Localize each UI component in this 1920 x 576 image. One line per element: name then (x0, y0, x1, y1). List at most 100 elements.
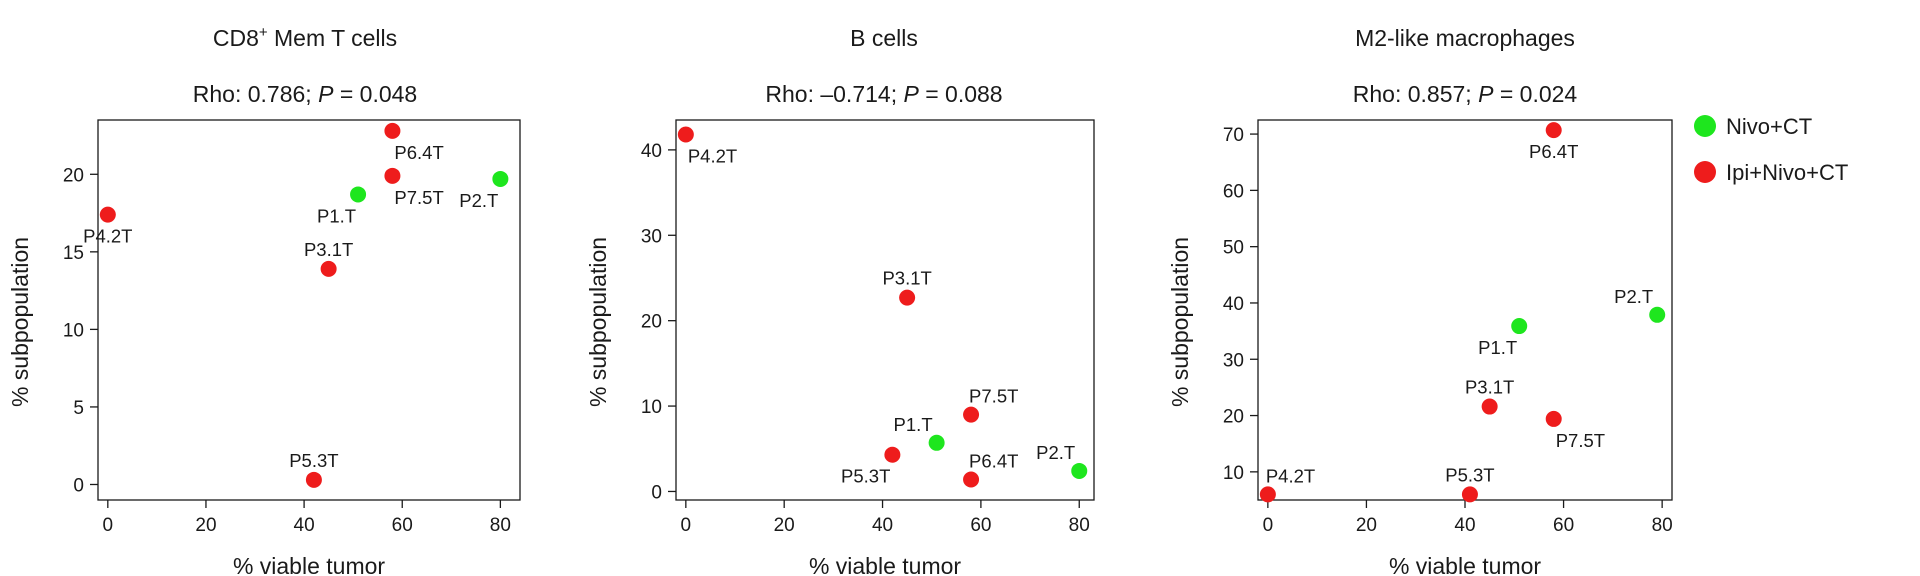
subtitle-rho: Rho: 0.857; (1353, 81, 1478, 107)
point-label: P7.5T (1556, 430, 1605, 451)
y-tick-label: 5 (73, 398, 84, 419)
data-point-p5-3t (305, 471, 322, 488)
subtitle-p-symbol: P (318, 81, 334, 107)
y-axis-label: % subpopulation (585, 237, 611, 407)
y-tick-label: 15 (63, 243, 84, 264)
chart-title-rest: Mem T cells (268, 25, 398, 51)
y-tick-label: 20 (1223, 407, 1244, 428)
point-label: P4.2T (83, 226, 132, 247)
point-label: P2.T (1614, 286, 1653, 307)
data-point-p7-5t (1545, 410, 1562, 427)
data-point-p2-t (1649, 306, 1666, 323)
point-label: P4.2T (1266, 465, 1315, 486)
chart-title-superscript: + (259, 24, 268, 41)
x-tick-label: 60 (1553, 515, 1574, 536)
legend-marker-2 (1694, 161, 1716, 183)
y-tick-label: 50 (1223, 238, 1244, 259)
x-tick-label: 80 (1069, 515, 1090, 536)
data-point-p2-t (1071, 462, 1088, 479)
x-axis-label: % viable tumor (1389, 553, 1541, 576)
data-point-p6-4t (384, 122, 401, 139)
subtitle-p-symbol: P (903, 81, 919, 107)
legend-label-1: Nivo+CT (1726, 114, 1812, 139)
point-label: P7.5T (969, 386, 1018, 407)
data-point-p1-t (928, 434, 945, 451)
x-tick-label: 60 (970, 515, 991, 536)
y-tick-label: 10 (1223, 463, 1244, 484)
plot-frame (97, 119, 521, 501)
data-point-p3-1t (1481, 398, 1498, 415)
chart-title-main: CD8 (213, 25, 259, 51)
subtitle-rho: Rho: 0.786; (193, 81, 318, 107)
point-label: P3.1T (304, 239, 353, 260)
chart-panel-1: CD8+ Mem T cells Rho: 0.786; P = 0.048 0 20… (7, 24, 521, 576)
point-label: P6.4T (1529, 141, 1578, 162)
y-tick-label: 20 (63, 165, 84, 186)
chart-title-main: B cells (850, 25, 918, 51)
subtitle-rho: Rho: –0.714; (765, 81, 903, 107)
legend-label-2: Ipi+Nivo+CT (1726, 160, 1848, 185)
data-point-p4-2t (99, 206, 116, 223)
chart-subtitle: Rho: 0.786; P = 0.048 (193, 81, 417, 107)
y-tick-label: 10 (641, 397, 662, 418)
legend-marker-1 (1694, 115, 1716, 137)
plot-frame (675, 119, 1095, 501)
data-point-p5-3t (884, 446, 901, 463)
legend: Nivo+CT Ipi+Nivo+CT (1694, 114, 1848, 185)
y-axis-label: % subpopulation (7, 237, 33, 407)
chart-title-main: M2-like macrophages (1355, 25, 1575, 51)
chart-panel-3: M2-like macrophages Rho: 0.857; P = 0.024… (1167, 25, 1673, 576)
y-tick-label: 70 (1223, 125, 1244, 146)
y-tick-label: 40 (641, 141, 662, 162)
x-axis-label: % viable tumor (809, 553, 961, 576)
x-tick-label: 80 (490, 515, 511, 536)
x-tick-label: 0 (103, 515, 114, 536)
point-label: P1.T (894, 414, 933, 435)
subtitle-p-value: = 0.048 (333, 81, 417, 107)
y-tick-label: 0 (73, 475, 84, 496)
chart-panel-2: B cells Rho: –0.714; P = 0.088 0 20 40 60 80 0 1… (585, 25, 1095, 576)
data-point-p3-1t (899, 289, 916, 306)
point-label: P5.3T (289, 450, 338, 471)
y-tick-label: 60 (1223, 181, 1244, 202)
chart-subtitle: Rho: 0.857; P = 0.024 (1353, 81, 1578, 107)
point-label: P2.T (1036, 442, 1075, 463)
data-point-p2-t (492, 170, 509, 187)
point-label: P3.1T (882, 268, 931, 289)
point-label: P2.T (459, 190, 498, 211)
y-tick-label: 10 (63, 320, 84, 341)
x-tick-label: 60 (392, 515, 413, 536)
data-point-p1-t (1511, 318, 1528, 335)
data-point-p5-3t (1461, 486, 1478, 503)
point-label: P6.4T (394, 142, 443, 163)
point-label: P1.T (317, 205, 356, 226)
data-point-p7-5t (963, 406, 980, 423)
x-tick-label: 0 (681, 515, 692, 536)
subtitle-p-value: = 0.088 (919, 81, 1003, 107)
x-tick-label: 40 (1454, 515, 1475, 536)
y-tick-label: 0 (651, 482, 662, 503)
chart-subtitle: Rho: –0.714; P = 0.088 (765, 81, 1002, 107)
x-tick-label: 40 (294, 515, 315, 536)
subtitle-p-value: = 0.024 (1493, 81, 1577, 107)
point-label: P5.3T (841, 466, 890, 487)
point-label: P6.4T (969, 451, 1018, 472)
point-label: P7.5T (394, 187, 443, 208)
x-axis-label: % viable tumor (233, 553, 385, 576)
x-tick-label: 40 (872, 515, 893, 536)
plot-frame (1257, 119, 1673, 501)
data-point-p4-2t (1259, 486, 1276, 503)
x-tick-label: 0 (1263, 515, 1274, 536)
point-label: P4.2T (688, 146, 737, 167)
y-tick-label: 30 (1223, 350, 1244, 371)
point-label: P1.T (1478, 337, 1517, 358)
x-tick-label: 20 (774, 515, 795, 536)
chart-title: CD8+ Mem T cells (213, 24, 397, 51)
data-point-p1-t (350, 186, 367, 203)
point-label: P5.3T (1445, 464, 1494, 485)
x-tick-label: 20 (1356, 515, 1377, 536)
data-point-p3-1t (320, 260, 337, 277)
data-point-p4-2t (677, 126, 694, 143)
chart-title: B cells (850, 25, 918, 51)
